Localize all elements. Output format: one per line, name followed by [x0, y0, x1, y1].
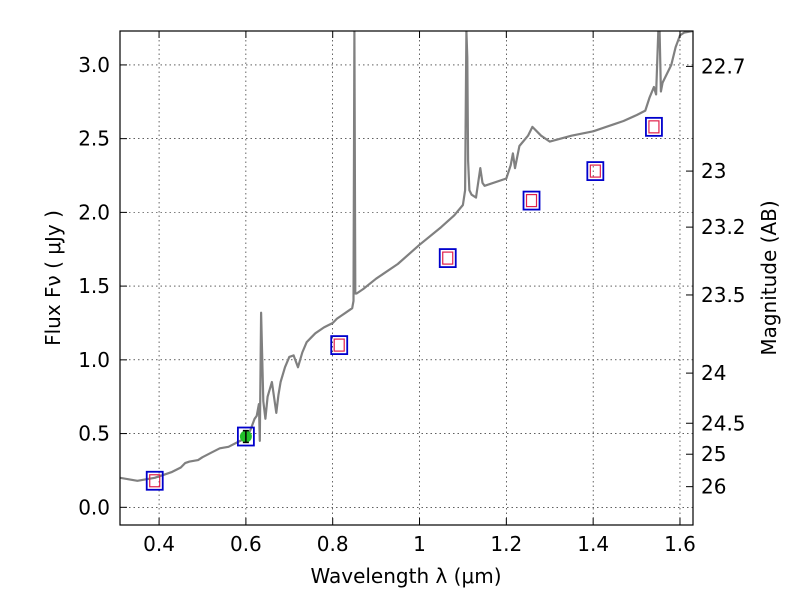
y2-tick-label: 23	[701, 159, 726, 183]
x-tick-label: 1.6	[664, 532, 696, 556]
plot-frame	[119, 30, 694, 526]
y2-tick-label: 23.2	[701, 215, 746, 239]
grid	[120, 31, 693, 525]
photometry-point	[236, 426, 255, 447]
y2-tick-label: 25	[701, 442, 726, 466]
photometry-point	[586, 161, 605, 181]
x-tick-label: 0.8	[317, 532, 349, 556]
model-flux-box	[648, 120, 660, 134]
photometry-point	[522, 190, 541, 211]
y-axis-label: Flux Fν ( μJy )	[41, 210, 65, 346]
photometry-point	[438, 248, 457, 268]
y-tick-label: 0.0	[78, 495, 110, 519]
model-flux-box	[333, 338, 345, 352]
y-tick-label: 2.5	[78, 127, 110, 151]
y2-tick-label: 26	[701, 475, 726, 499]
y2-tick-label: 24.5	[701, 411, 746, 435]
photometry-box	[522, 190, 541, 211]
plot-background	[120, 31, 693, 525]
photometry-box	[330, 335, 349, 355]
y2-tick-label: 22.7	[701, 54, 746, 78]
photometry-markers	[145, 116, 663, 491]
x-tick-label: 1	[413, 532, 426, 556]
photometry-box	[438, 248, 457, 268]
y2-axis-label: Magnitude (AB)	[757, 200, 781, 355]
model-flux-box	[442, 251, 454, 265]
model-flux-box	[589, 164, 601, 178]
photometry-box	[586, 161, 605, 181]
model-flux-box	[149, 474, 161, 488]
y-tick-label: 2.0	[78, 200, 110, 224]
x-axis-label: Wavelength λ (μm)	[310, 564, 501, 588]
x-tick-label: 1.2	[490, 532, 522, 556]
photometry-point	[645, 116, 663, 137]
axis-ticks: 0.4 0.6 0.8 1 1.2 1.4 1.6 0.0 0.5 1.0 1.5 2.0 2.5 3.0…	[78, 31, 746, 556]
y-tick-label: 1.5	[78, 274, 110, 298]
y-tick-label: 3.0	[78, 53, 110, 77]
y2-tick-label: 24	[701, 361, 726, 385]
x-tick-label: 0.6	[230, 532, 262, 556]
y-tick-label: 1.0	[78, 348, 110, 372]
model-flux-box	[525, 193, 538, 208]
photometry-point	[145, 470, 164, 491]
y-tick-label: 0.5	[78, 422, 110, 446]
photometry-point	[330, 335, 349, 355]
x-tick-label: 1.4	[577, 532, 609, 556]
x-tick-label: 0.4	[143, 532, 175, 556]
photometry-box	[645, 116, 663, 137]
photometry-box	[236, 426, 255, 447]
y2-tick-label: 23.5	[701, 283, 746, 307]
photometry-box	[145, 470, 164, 491]
